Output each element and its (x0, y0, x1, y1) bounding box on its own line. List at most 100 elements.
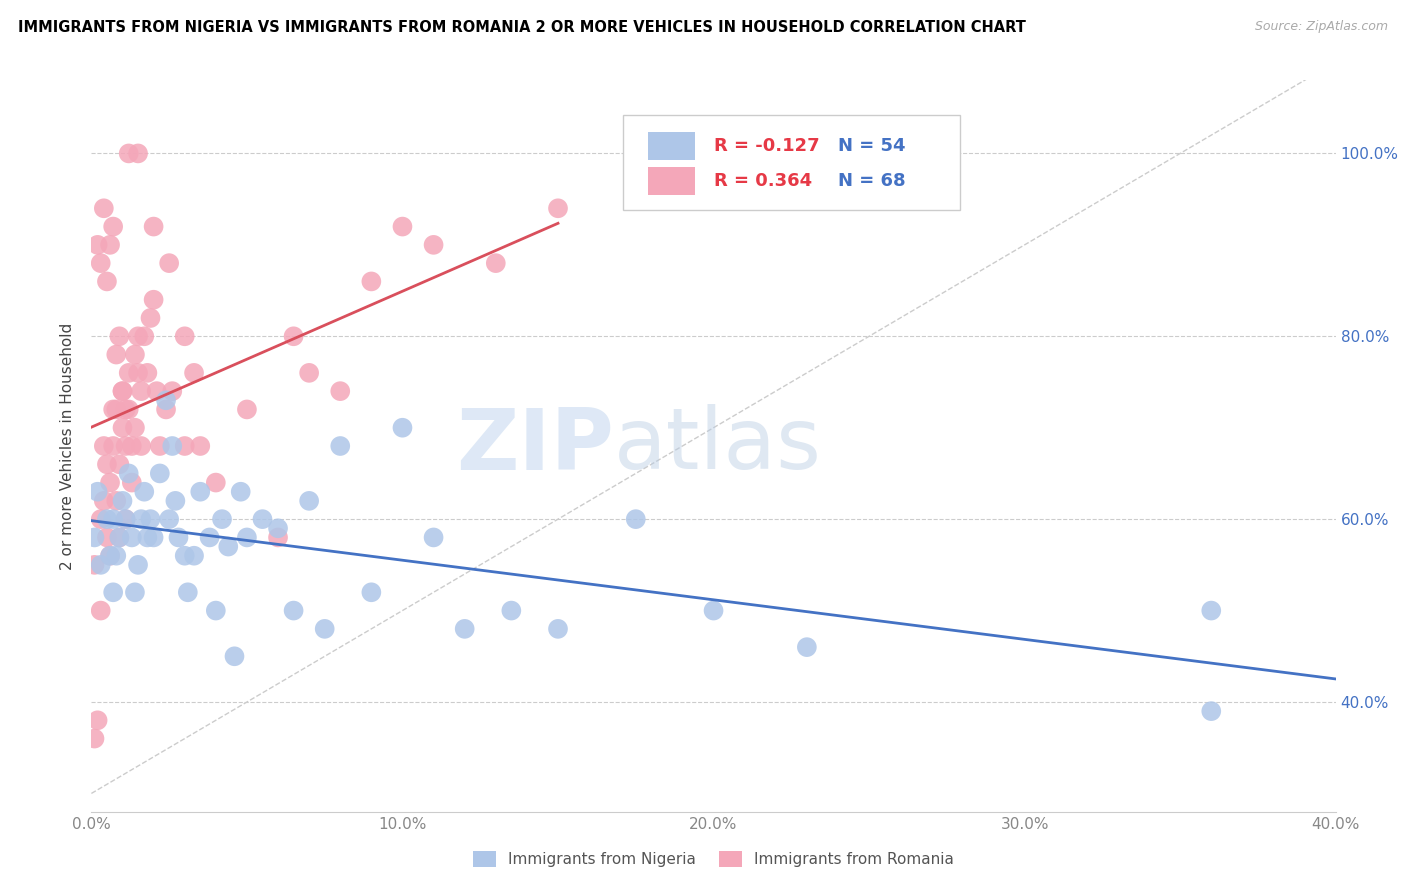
Point (111, 421, 134, 435)
Point (96, 275, 118, 289)
Point (329, 439, 352, 453)
Point (101, 585, 124, 599)
Point (162, 439, 184, 453)
Point (136, 530, 159, 544)
Point (114, 512, 136, 526)
Point (217, 540, 239, 554)
Point (83, 530, 105, 544)
Text: N = 54: N = 54 (838, 137, 905, 155)
Point (329, 384, 352, 399)
Point (105, 402, 128, 417)
Point (129, 439, 152, 453)
Y-axis label: 2 or more Vehicles in Household: 2 or more Vehicles in Household (60, 322, 76, 570)
Point (93, 202, 115, 216)
Text: atlas: atlas (614, 404, 823, 488)
Point (145, 384, 167, 399)
Point (149, 467, 172, 481)
Point (118, 146, 141, 161)
Point (98, 549, 121, 563)
Point (111, 384, 134, 399)
Point (173, 329, 195, 343)
Point (101, 219, 124, 234)
Point (139, 311, 162, 326)
Point (86, 714, 108, 728)
Point (1201, 704, 1223, 718)
Point (267, 530, 290, 544)
Point (155, 402, 177, 417)
Point (183, 366, 205, 380)
Point (105, 549, 128, 563)
Point (90, 604, 112, 618)
Point (360, 275, 382, 289)
Point (111, 384, 134, 399)
Text: Source: ZipAtlas.com: Source: ZipAtlas.com (1254, 20, 1388, 33)
FancyBboxPatch shape (648, 132, 695, 160)
Point (173, 549, 195, 563)
Text: IMMIGRANTS FROM NIGERIA VS IMMIGRANTS FROM ROMANIA 2 OR MORE VEHICLES IN HOUSEHO: IMMIGRANTS FROM NIGERIA VS IMMIGRANTS FR… (18, 20, 1026, 35)
Point (485, 256, 508, 270)
Point (183, 549, 205, 563)
Point (157, 512, 180, 526)
FancyBboxPatch shape (623, 115, 960, 211)
Point (173, 439, 195, 453)
Point (105, 348, 128, 362)
Point (142, 293, 165, 307)
Point (129, 384, 152, 399)
Point (624, 512, 647, 526)
Point (118, 402, 141, 417)
Point (124, 421, 146, 435)
Point (453, 622, 475, 636)
Point (236, 530, 259, 544)
Point (101, 512, 124, 526)
FancyBboxPatch shape (648, 168, 695, 195)
Point (224, 649, 246, 664)
Point (90, 256, 112, 270)
Point (96, 512, 118, 526)
Point (283, 604, 305, 618)
Point (121, 439, 143, 453)
Point (101, 402, 124, 417)
Point (90, 558, 112, 572)
Point (121, 475, 143, 490)
Point (114, 512, 136, 526)
Point (547, 622, 569, 636)
Point (422, 238, 444, 252)
Point (229, 484, 252, 499)
Point (96, 530, 118, 544)
Point (127, 329, 149, 343)
Point (96, 458, 118, 472)
Point (86, 238, 108, 252)
Point (205, 475, 228, 490)
Point (155, 393, 177, 408)
Point (90, 512, 112, 526)
Point (162, 384, 184, 399)
Point (298, 366, 321, 380)
Point (98, 549, 121, 563)
Point (314, 622, 336, 636)
Point (501, 604, 523, 618)
Point (188, 484, 211, 499)
Point (86, 484, 108, 499)
Point (139, 512, 162, 526)
Point (121, 530, 143, 544)
Point (127, 558, 149, 572)
Point (98, 238, 121, 252)
Point (267, 521, 290, 535)
Point (547, 202, 569, 216)
Point (127, 146, 149, 161)
Point (114, 402, 136, 417)
Text: R = -0.127: R = -0.127 (713, 137, 820, 155)
Point (98, 475, 121, 490)
Point (391, 421, 413, 435)
Legend: Immigrants from Nigeria, Immigrants from Romania: Immigrants from Nigeria, Immigrants from… (467, 846, 960, 873)
Point (118, 467, 141, 481)
Point (157, 256, 180, 270)
Point (422, 530, 444, 544)
Point (298, 494, 321, 508)
Point (127, 366, 149, 380)
Point (142, 530, 165, 544)
Point (93, 494, 115, 508)
Point (101, 439, 124, 453)
Text: N = 68: N = 68 (838, 172, 905, 190)
Point (108, 329, 131, 343)
